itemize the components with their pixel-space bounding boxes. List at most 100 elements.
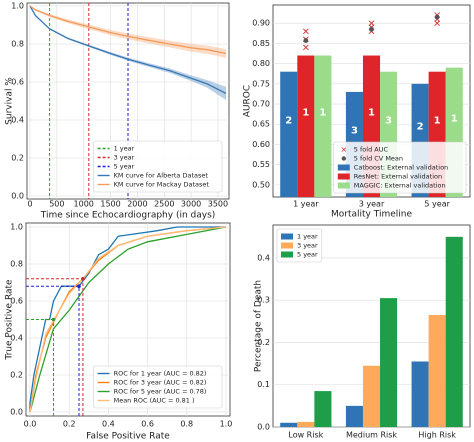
legend-marker: × [340,145,347,154]
bar-label: 1 [368,107,375,118]
legend-label: 5 year [297,251,318,259]
y-axis-label: Survival % [5,77,15,125]
x-tick-label: 1000 [74,200,94,209]
legend-label: 3 year [114,154,135,162]
y-tick-label: 0.4 [11,116,24,125]
line-series [29,226,227,413]
x-axis-label: Mortality Timeline [331,210,412,220]
bar [428,315,446,427]
bar-label: 3 [351,125,358,136]
y-tick-label: 0.65 [252,120,270,129]
legend-label: MAGGIC: External validation [354,182,446,190]
legend-label: 5 fold CV Mean [354,155,403,163]
legend-label: KM curve for Mackay Dataset [114,181,210,189]
x-tick-label: 2000 [127,200,147,209]
bar-label: 1 [319,107,326,118]
x-tick-label: Low Risk [288,431,323,440]
bar [345,405,363,427]
legend-label: 1 year [297,233,318,241]
bar-label: 1 [302,107,309,118]
y-tick-label: 1.0 [10,223,23,232]
bar-label: 2 [417,121,424,132]
x-tick-label: 0.6 [141,420,154,429]
x-tick-label: 1 year [293,200,319,209]
x-tick-label: 3 year [359,200,385,209]
legend-box [93,365,223,409]
bar-label: 3 [385,115,392,126]
scatter-dot [303,38,309,43]
y-tick-label: 0.50 [252,180,270,189]
bar [314,55,332,197]
scatter-x [368,20,375,27]
legend-swatch [337,164,350,171]
x-axis-label: Time since Echocardiography (in days) [40,211,216,221]
legend-swatch [337,173,350,180]
legend-swatch [337,182,350,189]
x-tick-label: Medium Risk [346,431,397,440]
x-tick-label: 0 [27,200,32,209]
legend-label: ResNet: External validation [354,173,442,181]
bar-label: 2 [285,115,292,126]
y-tick-label: 0.90 [252,19,270,28]
x-axis-label: False Positive Rate [86,432,170,442]
legend-label: ROC for 5 year (AUC = 0.78) [114,388,207,396]
y-tick-label: 0.3 [257,296,270,305]
bar [297,55,315,197]
y-tick-label: 0.0 [11,192,24,201]
y-tick-label: 0.4 [257,253,270,262]
legend-label: 1 year [114,145,135,153]
y-axis-label: Percentage of Death [254,280,264,372]
x-tick-label: 2500 [154,200,174,209]
x-tick-label: 0.0 [24,420,37,429]
x-tick-label: 0.4 [102,420,115,429]
y-tick-label: 0.70 [252,100,270,109]
threshold-point [77,284,81,289]
legend-box [333,141,467,194]
y-tick-label: 0.85 [252,39,270,48]
bar-label: 1 [451,113,458,124]
bar [314,391,332,427]
bar-label: 1 [434,115,441,126]
bar [380,298,398,427]
legend-swatch [281,233,293,240]
y-tick-label: 0.80 [252,59,270,68]
y-tick-label: 0.2 [10,371,23,380]
legend-label: Mean ROC (AUC = 0.81 ) [114,397,195,405]
x-tick-label: 5 year [424,200,450,209]
y-tick-label: 0.8 [10,260,23,269]
y-tick-label: 0.75 [252,79,270,88]
bar [445,236,463,427]
y-axis-label: AUROC [243,85,253,117]
legend-swatch [281,242,293,249]
y-tick-label: 0.4 [10,334,23,343]
y-axis-label: True Positive Rate [5,279,15,361]
scatter-x [303,28,309,35]
y-tick-label: 0.0 [257,423,270,432]
y-tick-label: 0.55 [252,160,270,169]
legend-label: 5 year [114,163,135,171]
bar [297,421,315,427]
bar [280,71,298,197]
x-tick-label: 0.2 [63,420,76,429]
legend-label: ROC for 3 year (AUC = 0.82) [114,379,207,387]
x-tick-label: 1500 [100,200,120,209]
line-series [29,5,227,94]
legend-box [93,140,223,193]
x-tick-label: 0.8 [180,420,193,429]
x-tick-label: 500 [49,200,64,209]
y-tick-label: 0.0 [10,408,23,417]
legend-label: ROC for 1 year (AUC = 0.82) [114,370,207,378]
y-tick-label: 1.0 [11,2,24,11]
y-tick-label: 0.1 [257,380,270,389]
y-tick-label: 0.6 [11,78,24,87]
legend-swatch [281,251,293,258]
bar [411,361,429,427]
scatter-dot [369,26,374,32]
x-tick-label: 3500 [208,200,228,209]
y-tick-label: 0.8 [11,40,24,49]
bar [362,365,381,427]
legend-label: KM curve for Alberta Dataset [114,172,209,180]
y-tick-label: 0.2 [257,338,270,347]
threshold-point [81,277,85,281]
